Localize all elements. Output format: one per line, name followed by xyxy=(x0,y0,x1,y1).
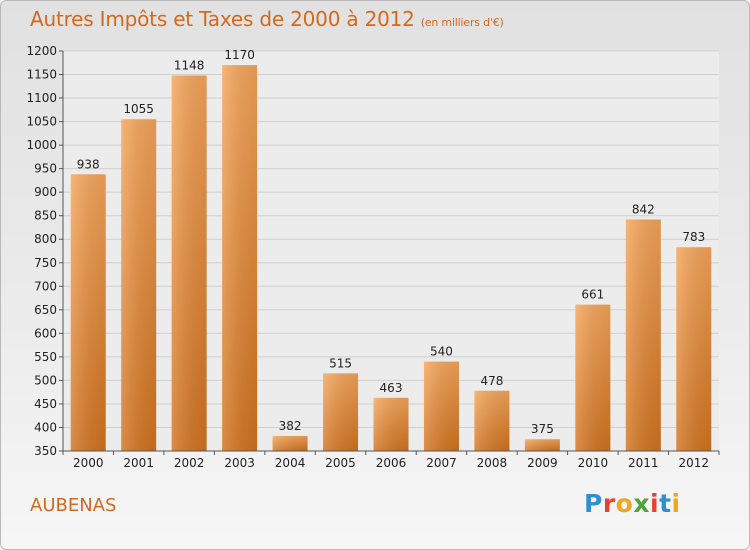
data-label: 375 xyxy=(531,422,554,436)
chart-unit: (en milliers d'€) xyxy=(420,16,504,29)
x-tick-label: 2004 xyxy=(275,456,306,470)
data-label: 842 xyxy=(632,202,655,216)
bar-shade xyxy=(575,304,611,451)
data-label: 1170 xyxy=(224,48,255,62)
y-tick-label: 750 xyxy=(34,256,57,270)
y-tick-label: 550 xyxy=(34,350,57,364)
y-tick-label: 950 xyxy=(34,162,57,176)
y-tick-label: 850 xyxy=(34,209,57,223)
y-tick-label: 650 xyxy=(34,303,57,317)
bar-shade xyxy=(625,219,661,451)
logo-letter: i xyxy=(650,489,660,518)
y-tick-label: 350 xyxy=(34,444,57,458)
bar-shade xyxy=(676,247,712,451)
logo-letter: i xyxy=(671,489,681,518)
x-tick-label: 2006 xyxy=(376,456,407,470)
logo-letter: P xyxy=(584,489,603,518)
bar-shade xyxy=(222,65,258,451)
data-label: 1055 xyxy=(123,102,154,116)
bar-shade xyxy=(423,361,459,451)
x-tick-label: 2007 xyxy=(426,456,457,470)
y-tick-label: 1200 xyxy=(26,44,57,58)
x-tick-label: 2008 xyxy=(477,456,508,470)
y-tick-label: 1150 xyxy=(26,68,57,82)
y-tick-label: 600 xyxy=(34,326,57,340)
x-tick-label: 2002 xyxy=(174,456,205,470)
y-tick-label: 400 xyxy=(34,420,57,434)
logo-letter: r xyxy=(602,489,616,518)
x-tick-label: 2001 xyxy=(123,456,154,470)
x-tick-label: 2009 xyxy=(527,456,558,470)
data-label: 661 xyxy=(581,288,604,302)
y-tick-label: 500 xyxy=(34,373,57,387)
bar-shade xyxy=(323,373,359,451)
logo-letter: x xyxy=(633,489,650,518)
x-tick-label: 2010 xyxy=(578,456,609,470)
logo-letter: o xyxy=(615,489,634,518)
x-tick-label: 2011 xyxy=(628,456,659,470)
logo-letter: t xyxy=(659,489,672,518)
chart-title: Autres Impôts et Taxes de 2000 à 2012 (en… xyxy=(30,7,504,31)
bar-shade xyxy=(121,119,157,451)
y-tick-label: 450 xyxy=(34,397,57,411)
city-label: AUBENAS xyxy=(30,495,117,516)
x-tick-label: 2005 xyxy=(325,456,356,470)
data-label: 382 xyxy=(279,419,302,433)
bar-shade xyxy=(70,174,106,451)
chart-title-text: Autres Impôts et Taxes de 2000 à 2012 xyxy=(30,7,415,31)
x-tick-label: 2000 xyxy=(73,456,104,470)
data-label: 1148 xyxy=(174,58,205,72)
y-tick-label: 700 xyxy=(34,279,57,293)
bar-shade xyxy=(272,435,308,451)
y-tick-label: 900 xyxy=(34,185,57,199)
bar-shade xyxy=(474,390,510,451)
y-tick-label: 1100 xyxy=(26,91,57,105)
y-tick-label: 800 xyxy=(34,232,57,246)
data-label: 540 xyxy=(430,345,453,359)
bar-shade xyxy=(171,75,207,452)
x-tick-label: 2012 xyxy=(678,456,709,470)
y-tick-label: 1000 xyxy=(26,138,57,152)
data-label: 783 xyxy=(682,230,705,244)
data-label: 515 xyxy=(329,356,352,370)
y-tick-label: 1050 xyxy=(26,115,57,129)
bar-shade xyxy=(524,439,560,451)
data-label: 478 xyxy=(480,374,503,388)
x-tick-label: 2003 xyxy=(224,456,255,470)
proxiti-logo: Proxiti xyxy=(584,489,681,518)
data-label: 938 xyxy=(77,157,100,171)
data-label: 463 xyxy=(380,381,403,395)
bar-shade xyxy=(373,397,409,451)
